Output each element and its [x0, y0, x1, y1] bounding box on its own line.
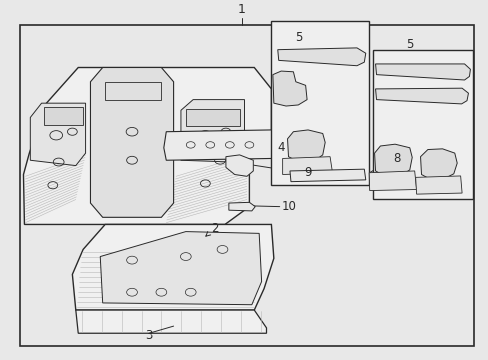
Polygon shape — [415, 176, 461, 194]
Text: 10: 10 — [282, 200, 296, 213]
Polygon shape — [272, 71, 306, 106]
Polygon shape — [368, 171, 416, 190]
Polygon shape — [23, 68, 271, 224]
Polygon shape — [375, 64, 469, 80]
Bar — [271, 21, 368, 185]
Polygon shape — [289, 169, 365, 182]
Polygon shape — [30, 103, 85, 166]
Text: 5: 5 — [405, 38, 413, 51]
Text: 7: 7 — [386, 104, 394, 156]
Polygon shape — [185, 108, 239, 126]
Polygon shape — [72, 224, 273, 310]
Polygon shape — [282, 157, 332, 175]
Polygon shape — [277, 48, 365, 66]
Polygon shape — [375, 88, 468, 104]
Text: 1: 1 — [238, 3, 245, 16]
Polygon shape — [44, 107, 83, 125]
Text: 6: 6 — [272, 37, 281, 53]
Text: 4: 4 — [277, 141, 285, 154]
Bar — [372, 50, 472, 199]
Text: 8: 8 — [393, 152, 400, 165]
Polygon shape — [105, 82, 161, 100]
Polygon shape — [228, 202, 255, 211]
Text: 9: 9 — [304, 166, 311, 179]
Polygon shape — [287, 130, 325, 163]
Polygon shape — [181, 100, 244, 162]
Polygon shape — [90, 68, 173, 217]
Text: 5: 5 — [295, 31, 303, 44]
Text: 2: 2 — [205, 221, 219, 236]
Polygon shape — [374, 144, 411, 177]
Polygon shape — [163, 130, 281, 160]
Text: 6: 6 — [437, 97, 446, 161]
Polygon shape — [225, 155, 253, 176]
Text: 7: 7 — [309, 87, 326, 142]
Polygon shape — [420, 149, 456, 180]
Polygon shape — [76, 310, 266, 333]
Polygon shape — [100, 231, 261, 305]
Text: 3: 3 — [145, 329, 153, 342]
